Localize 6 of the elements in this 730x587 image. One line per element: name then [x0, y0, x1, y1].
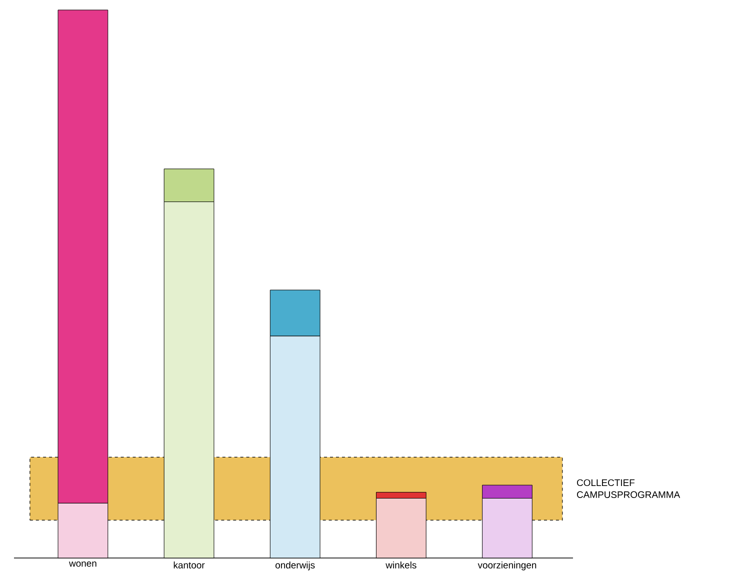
x-tick-label: voorzieningen	[478, 562, 536, 570]
x-tick-label: wonen	[68, 562, 96, 567]
band-label: COLLECTIEF CAMPUSPROGRAMMA	[577, 479, 680, 498]
x-tick-label: onderwijs	[276, 562, 315, 570]
x-tick-label: winkels	[386, 562, 416, 568]
x-tick-label: kantoor	[174, 562, 205, 568]
